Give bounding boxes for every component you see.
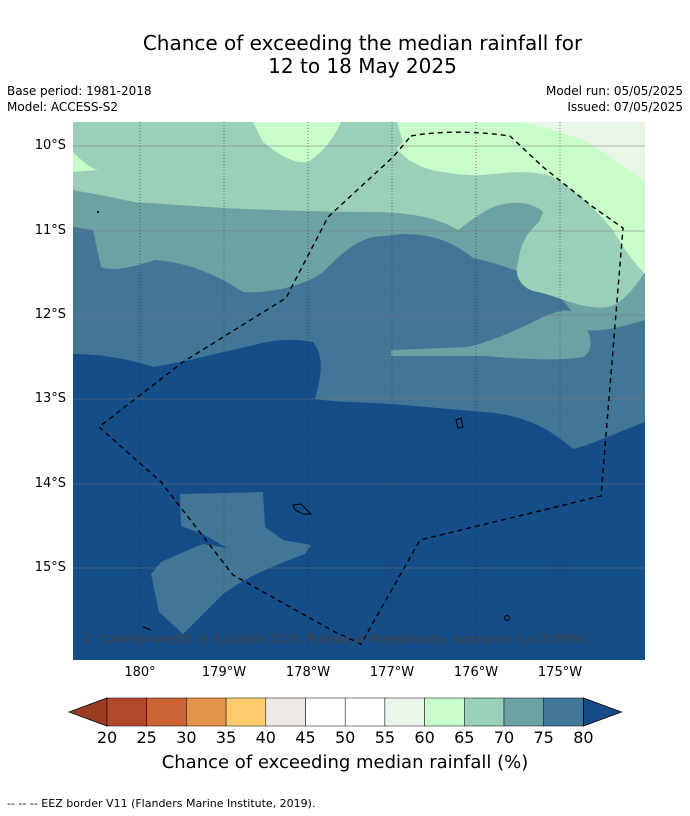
- copyright-text: © Commonwealth of Australia 2025, Bureau…: [83, 632, 589, 646]
- colorbar-tick-label: 25: [136, 728, 157, 747]
- latitude-lines: [73, 145, 645, 569]
- lat-label: 10°S: [34, 138, 66, 153]
- colorbar-tick-label: 75: [533, 728, 554, 747]
- meta-right: Model run: 05/05/2025 Issued: 07/05/2025: [546, 83, 683, 115]
- colorbar-swatch: [503, 697, 544, 727]
- colorbar-swatch: [106, 697, 147, 727]
- colorbar-tick-label: 35: [215, 728, 237, 747]
- colorbar-extend-low: [67, 697, 108, 727]
- colorbar-swatch: [225, 697, 267, 727]
- base-period: Base period: 1981-2018: [7, 84, 152, 98]
- colorbar-tick-label: 80: [573, 728, 594, 747]
- eez-footnote: -- -- -- EEZ border V11 (Flanders Marine…: [7, 797, 316, 810]
- colorbar-tick-label: 55: [374, 728, 396, 747]
- lat-label: 14°S: [34, 476, 66, 491]
- island: [455, 417, 464, 429]
- colorbar-swatch: [305, 697, 346, 727]
- island: [97, 211, 99, 213]
- colorbar-tick-label: 65: [454, 728, 475, 747]
- meta-left: Base period: 1981-2018 Model: ACCESS-S2: [7, 83, 152, 115]
- lon-label: 175°W: [537, 665, 583, 680]
- colorbar-swatch: [186, 697, 227, 727]
- colorbar-swatch: [543, 697, 584, 727]
- lon-label: 176°W: [453, 665, 499, 680]
- colorbar-tick-label: 30: [176, 728, 197, 747]
- model-name: Model: ACCESS-S2: [7, 100, 119, 114]
- island: [504, 615, 510, 621]
- colorbar-tick-label: 45: [295, 728, 316, 747]
- colorbar-swatch: [464, 697, 505, 727]
- colorbar-swatch: [146, 697, 187, 727]
- colorbar-title: Chance of exceeding median rainfall (%): [161, 752, 529, 773]
- lon-label: 178°W: [285, 665, 331, 680]
- model-run: Model run: 05/05/2025: [545, 84, 683, 98]
- title-line-2: 12 to 18 May 2025: [268, 54, 457, 78]
- colorbar-svg: [67, 697, 623, 727]
- lat-label: 11°S: [34, 223, 66, 238]
- colorbar-swatch: [424, 697, 465, 727]
- lat-label: 13°S: [34, 391, 66, 406]
- colorbar: [67, 697, 624, 731]
- colorbar-tick-label: 60: [414, 728, 435, 747]
- map-svg: [73, 122, 645, 660]
- lon-label: 177°W: [369, 665, 415, 680]
- region-60-65: [73, 122, 645, 274]
- colorbar-swatch: [265, 697, 306, 727]
- title-line-1: Chance of exceeding the median rainfall …: [142, 31, 583, 55]
- eez-border: [97, 131, 624, 645]
- map-title: Chance of exceeding the median rainfall …: [0, 32, 690, 78]
- region-55-60: [398, 122, 645, 182]
- lon-label: 179°W: [201, 665, 247, 680]
- region-70-75-pocket: [391, 310, 591, 360]
- rainfall-map: © Commonwealth of Australia 2025, Bureau…: [73, 122, 645, 660]
- island: [142, 626, 152, 631]
- lon-label: 180°: [124, 665, 156, 680]
- colorbar-extend-high: [583, 697, 623, 727]
- colorbar-swatch: [344, 697, 386, 727]
- island: [292, 503, 313, 515]
- colorbar-tick-label: 40: [255, 728, 276, 747]
- colorbar-tick-label: 70: [493, 728, 515, 747]
- colorbar-swatch: [384, 697, 425, 727]
- colorbar-tick-label: 50: [335, 728, 356, 747]
- lat-label: 12°S: [34, 307, 66, 322]
- lat-label: 15°S: [34, 560, 66, 575]
- issued-date: Issued: 07/05/2025: [567, 100, 683, 114]
- region-75-80-patch: [151, 492, 311, 634]
- colorbar-tick-label: 20: [96, 728, 118, 747]
